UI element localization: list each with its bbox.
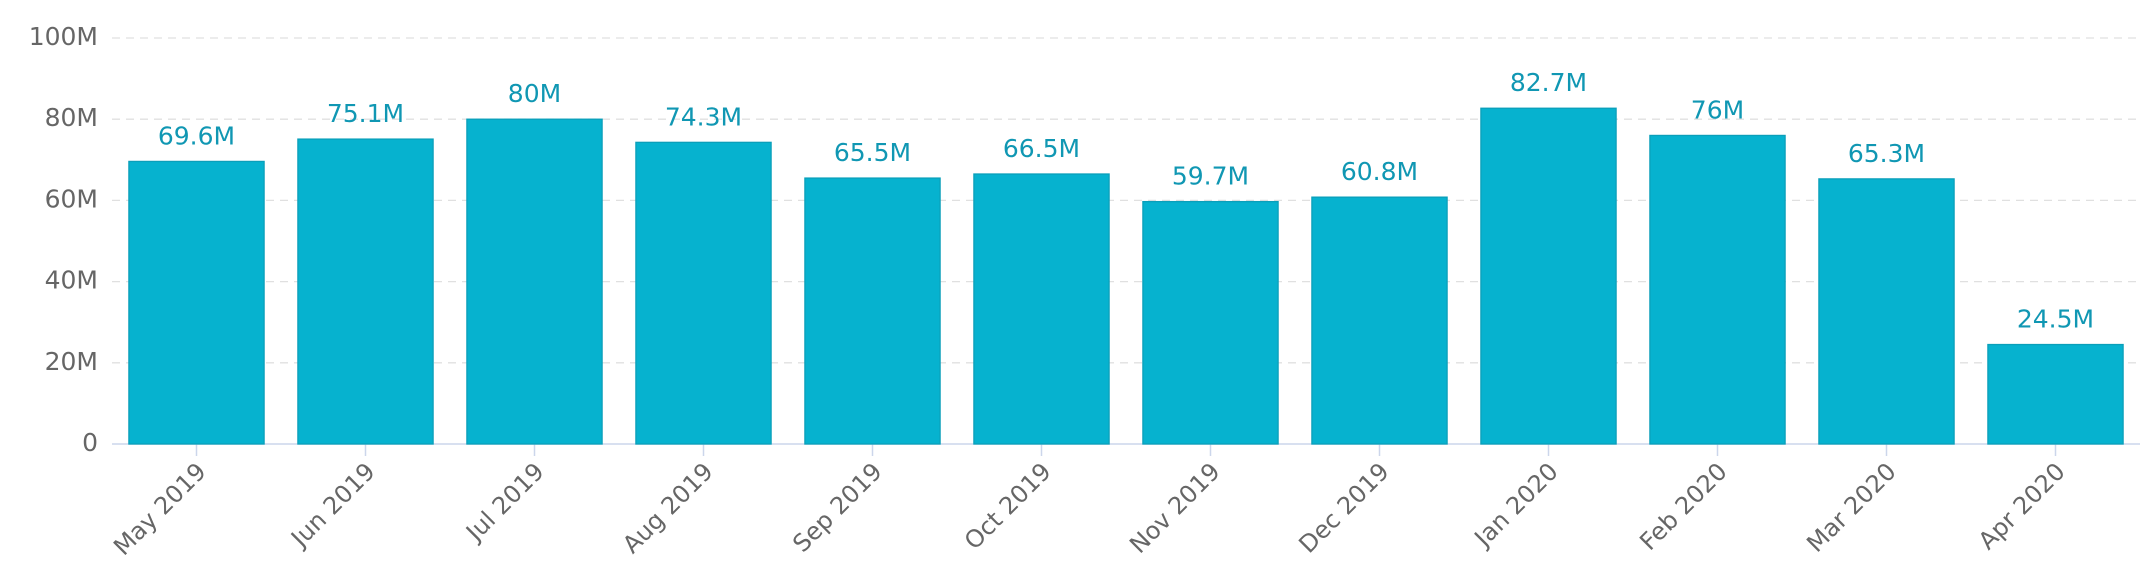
bar [1311, 196, 1448, 445]
value-label: 24.5M [2017, 305, 2094, 334]
y-tick-label: 80M [45, 103, 98, 132]
x-tick-label: Jan 2020 [1468, 457, 1564, 553]
y-tick-label: 60M [45, 184, 98, 213]
value-label: 69.6M [158, 121, 235, 150]
x-tick-label: Mar 2020 [1801, 457, 1901, 557]
value-label: 59.7M [1172, 162, 1249, 191]
value-label: 65.3M [1848, 139, 1925, 168]
x-tick-label: Jun 2019 [284, 457, 380, 553]
bar [466, 118, 603, 445]
x-tick-label: Oct 2019 [959, 457, 1057, 555]
value-label: 76M [1691, 95, 1744, 124]
bar [804, 177, 941, 445]
x-tick-label: Aug 2019 [617, 457, 719, 559]
bar [1142, 200, 1279, 445]
bar [1818, 178, 1955, 445]
x-tick-label: Feb 2020 [1634, 457, 1732, 555]
x-tick-label: May 2019 [108, 457, 211, 560]
y-tick-label: 0 [82, 428, 98, 457]
bar [1649, 134, 1786, 445]
x-tick-label: Dec 2019 [1293, 457, 1394, 558]
value-label: 60.8M [1341, 157, 1418, 186]
bar [1987, 343, 2124, 445]
y-tick-label: 100M [29, 22, 98, 51]
value-label: 66.5M [1003, 134, 1080, 163]
x-tick-label: Sep 2019 [787, 457, 887, 557]
value-label: 82.7M [1510, 68, 1587, 97]
value-label: 74.3M [665, 102, 742, 131]
y-tick-label: 20M [45, 347, 98, 376]
bar [635, 141, 772, 445]
y-tick-label: 40M [45, 266, 98, 295]
value-label: 65.5M [834, 138, 911, 167]
value-label: 80M [508, 79, 561, 108]
bar [297, 138, 434, 445]
x-tick-label: Nov 2019 [1124, 457, 1226, 559]
bar [1480, 107, 1617, 445]
x-tick-label: Apr 2020 [1973, 457, 2071, 555]
bar [128, 160, 265, 445]
x-tick-label: Jul 2019 [459, 457, 549, 547]
value-label: 75.1M [327, 99, 404, 128]
bar [973, 173, 1110, 445]
